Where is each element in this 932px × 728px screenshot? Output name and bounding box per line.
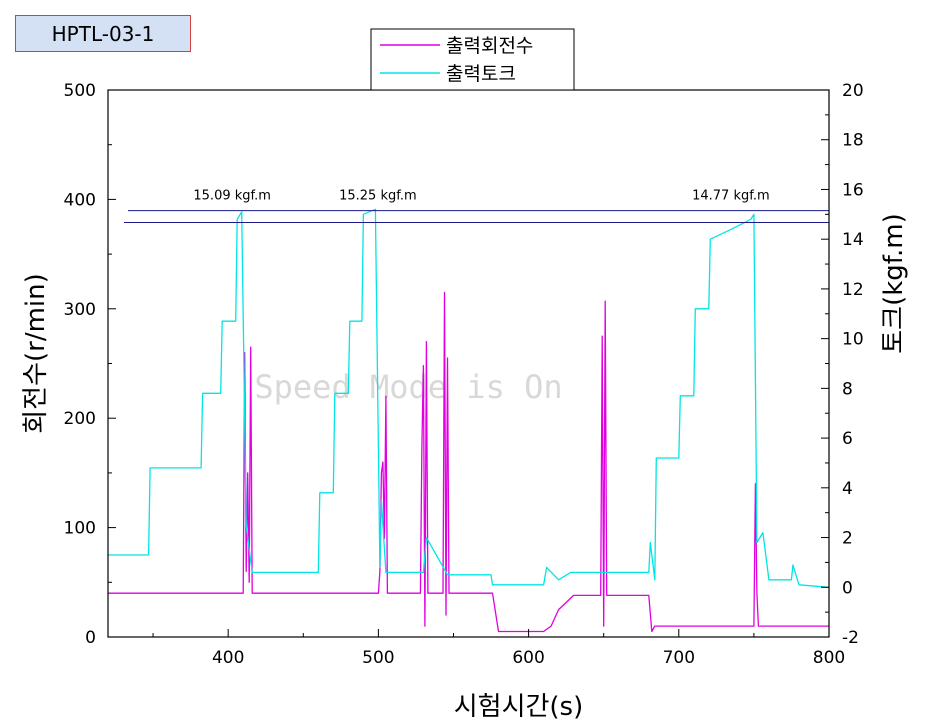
y2-tick-label: 10: [842, 330, 864, 350]
annotation-label-2: 14.77 kgf.m: [692, 188, 770, 203]
x-tick-label: 500: [362, 648, 394, 668]
x-tick-label: 400: [212, 648, 244, 668]
y-axis-title: 회전수(r/min): [21, 273, 51, 434]
y2-tick-label: 12: [842, 280, 864, 300]
y-tick-label: 100: [64, 519, 96, 539]
x-tick-label: 800: [813, 648, 845, 668]
series-line-1: [108, 208, 830, 588]
y2-axis-title: 토크(kgf.m): [879, 213, 909, 354]
y2-tick-label: 4: [842, 479, 853, 499]
legend-label-1: 출력토크: [446, 63, 516, 85]
y-tick-label: 0: [85, 628, 96, 648]
y2-tick-label: 6: [842, 429, 853, 449]
annotation-label-1: 15.25 kgf.m: [339, 188, 417, 203]
y2-tick-label: -2: [842, 628, 859, 648]
y2-tick-label: 8: [842, 379, 853, 399]
y-tick-label: 300: [64, 300, 96, 320]
y-tick-label: 400: [64, 190, 96, 210]
test-id-badge: HPTL-03-1: [15, 15, 191, 52]
y2-tick-label: 0: [842, 578, 853, 598]
x-axis-title: 시험시간(s): [454, 692, 584, 722]
x-tick-label: 600: [512, 648, 544, 668]
plot-frame: [107, 89, 830, 638]
y2-tick-label: 14: [842, 230, 864, 250]
y2-tick-label: 2: [842, 529, 853, 549]
watermark-text: Speed Mode is On: [254, 368, 562, 406]
y2-tick-label: 16: [842, 180, 864, 200]
y2-tick-label: 18: [842, 131, 864, 151]
y2-tick-label: 20: [842, 81, 864, 101]
y-tick-label: 500: [64, 81, 96, 101]
x-tick-label: 700: [663, 648, 695, 668]
annotation-label-0: 15.09 kgf.m: [193, 188, 271, 203]
series-line-0: [108, 291, 829, 633]
y-tick-label: 200: [64, 409, 96, 429]
legend-label-0: 출력회전수: [446, 35, 533, 57]
legend-box: [370, 28, 575, 91]
